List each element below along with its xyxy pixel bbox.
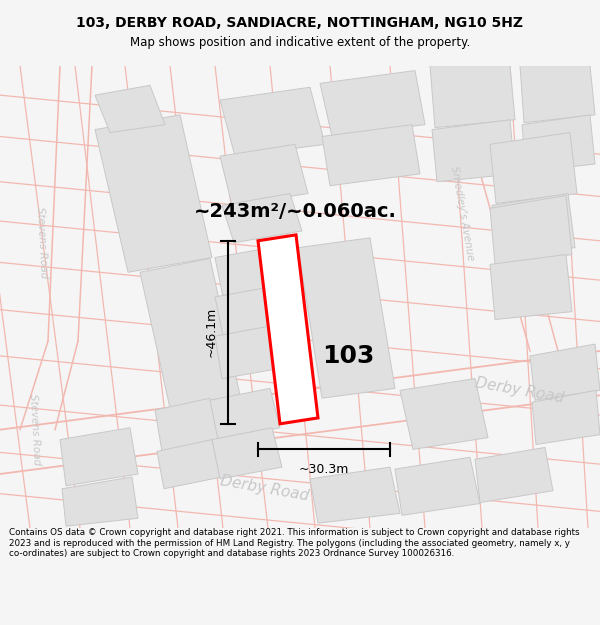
Polygon shape <box>322 124 420 186</box>
Polygon shape <box>475 448 553 503</box>
Polygon shape <box>490 132 577 203</box>
Polygon shape <box>210 388 280 439</box>
Polygon shape <box>62 477 138 526</box>
Polygon shape <box>258 235 318 424</box>
Polygon shape <box>215 326 278 379</box>
Polygon shape <box>140 259 240 408</box>
Polygon shape <box>95 85 165 132</box>
Polygon shape <box>432 120 515 182</box>
Text: Derby Road: Derby Road <box>220 474 311 504</box>
Text: ~46.1m: ~46.1m <box>205 307 218 358</box>
Polygon shape <box>395 458 480 516</box>
Polygon shape <box>530 344 600 400</box>
Polygon shape <box>157 439 222 489</box>
Text: 103, DERBY ROAD, SANDIACRE, NOTTINGHAM, NG10 5HZ: 103, DERBY ROAD, SANDIACRE, NOTTINGHAM, … <box>77 16 523 31</box>
Polygon shape <box>222 194 302 242</box>
Polygon shape <box>212 428 282 479</box>
Polygon shape <box>522 115 595 172</box>
Polygon shape <box>320 71 425 136</box>
Polygon shape <box>310 467 400 523</box>
Polygon shape <box>400 379 488 449</box>
Text: Stevens Road: Stevens Road <box>35 207 49 279</box>
Polygon shape <box>532 391 600 444</box>
Polygon shape <box>520 66 595 122</box>
Text: Smedley's Avenue: Smedley's Avenue <box>449 165 475 261</box>
Text: Stevens Road: Stevens Road <box>28 394 42 466</box>
Text: Map shows position and indicative extent of the property.: Map shows position and indicative extent… <box>130 36 470 49</box>
Polygon shape <box>492 194 575 258</box>
Polygon shape <box>490 196 572 264</box>
Polygon shape <box>490 254 572 319</box>
Polygon shape <box>220 144 308 206</box>
Text: Derby Road: Derby Road <box>475 375 566 406</box>
Polygon shape <box>95 115 212 272</box>
Polygon shape <box>155 398 220 451</box>
Text: 103: 103 <box>322 344 374 368</box>
Polygon shape <box>215 248 280 297</box>
Polygon shape <box>298 238 395 398</box>
Text: Contains OS data © Crown copyright and database right 2021. This information is : Contains OS data © Crown copyright and d… <box>9 528 580 558</box>
Polygon shape <box>60 428 138 486</box>
Text: ~30.3m: ~30.3m <box>299 463 349 476</box>
Polygon shape <box>215 287 280 336</box>
Polygon shape <box>220 88 325 156</box>
Text: ~243m²/~0.060ac.: ~243m²/~0.060ac. <box>194 202 397 221</box>
Polygon shape <box>430 66 515 128</box>
